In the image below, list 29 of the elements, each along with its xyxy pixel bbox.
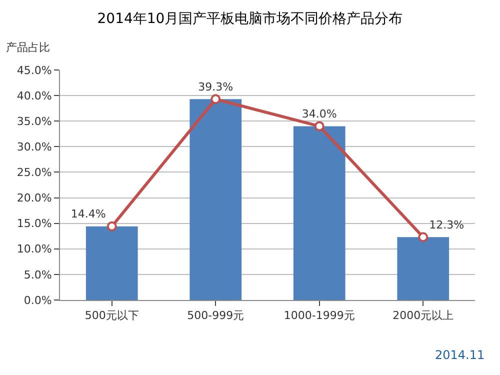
y-tick-label: 30.0%: [16, 140, 52, 154]
data-label: 14.4%: [70, 208, 106, 221]
chart-title: 2014年10月国产平板电脑市场不同价格产品分布: [97, 10, 403, 27]
bar: [190, 99, 242, 300]
point: [314, 121, 324, 132]
y-tick-label: 40.0%: [16, 89, 52, 102]
y-axis-title: 产品占比: [6, 41, 50, 54]
x-tick-label: 1000-1999元: [284, 309, 355, 322]
y-tick-label: 35.0%: [16, 114, 52, 128]
point: [210, 94, 221, 104]
data-label: 39.3%: [198, 80, 234, 94]
data-label: 34.0%: [302, 107, 337, 120]
bar: [293, 126, 346, 300]
y-tick-label: 45.0%: [16, 64, 52, 77]
point: [106, 221, 117, 232]
y-tick-label: 15.0%: [16, 217, 52, 230]
y-tick-label: 5.0%: [24, 268, 52, 282]
text: 2014.11: [435, 348, 485, 362]
y-tick-label: 0.0%: [24, 294, 52, 307]
y-tick-label: 20.0%: [16, 192, 52, 205]
data-label: 12.3%: [429, 218, 464, 232]
bar: [397, 237, 450, 300]
x-tick-label: 500元以下: [84, 309, 139, 322]
y-tick-label: 10.0%: [16, 242, 52, 256]
x-tick-label: 500-999元: [187, 309, 244, 322]
y-tick-label: 25.0%: [16, 166, 52, 180]
x-tick-label: 2000元以上: [392, 309, 454, 322]
bar: [86, 226, 138, 300]
point: [418, 232, 428, 242]
